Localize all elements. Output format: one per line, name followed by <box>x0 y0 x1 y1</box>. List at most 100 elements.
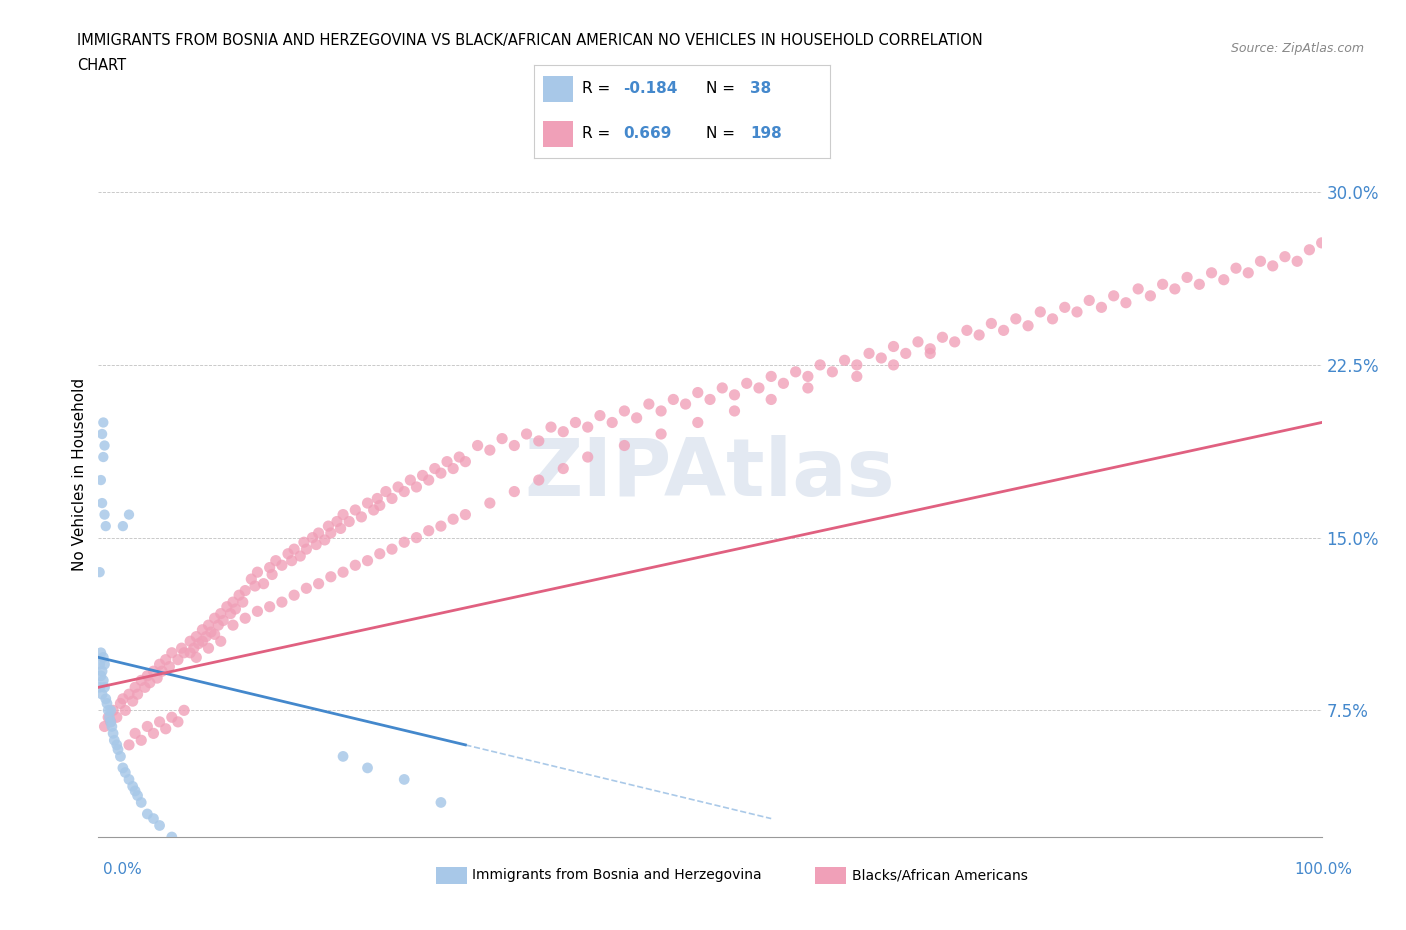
Point <box>368 546 391 561</box>
Point <box>127 686 149 701</box>
Point <box>1053 299 1076 314</box>
Point <box>295 541 318 556</box>
Point <box>423 461 446 476</box>
Point <box>329 521 352 536</box>
Text: N =: N = <box>706 81 734 97</box>
Point <box>150 664 173 679</box>
Point <box>111 519 134 534</box>
Point <box>1188 277 1211 292</box>
Point <box>167 652 190 667</box>
Point <box>821 365 844 379</box>
Point <box>114 703 136 718</box>
Point <box>246 565 269 579</box>
Point <box>503 438 526 453</box>
Point <box>111 761 134 776</box>
Point <box>392 535 416 550</box>
Point <box>124 680 146 695</box>
Text: 100.0%: 100.0% <box>1295 862 1353 877</box>
Point <box>1175 270 1198 285</box>
Point <box>858 346 880 361</box>
Point <box>191 634 214 649</box>
Point <box>97 710 120 724</box>
Point <box>149 818 172 833</box>
Point <box>91 673 114 688</box>
Point <box>197 618 219 632</box>
Point <box>381 491 404 506</box>
Text: ZIPAtlas: ZIPAtlas <box>524 435 896 513</box>
Point <box>515 427 537 442</box>
Point <box>1164 282 1187 297</box>
Point <box>301 530 323 545</box>
Point <box>1102 288 1125 303</box>
Point <box>212 613 235 628</box>
Point <box>262 567 284 582</box>
Point <box>454 454 477 469</box>
Point <box>449 449 471 464</box>
Point <box>233 611 256 626</box>
Point <box>527 433 550 448</box>
Point <box>931 330 953 345</box>
Point <box>259 560 281 575</box>
Point <box>943 335 966 350</box>
Point <box>1225 260 1247 275</box>
Point <box>1298 243 1320 258</box>
Point <box>332 507 354 522</box>
Point <box>980 316 1002 331</box>
Point <box>127 788 149 803</box>
Point <box>1310 235 1333 250</box>
Point <box>308 577 330 591</box>
Point <box>100 714 122 729</box>
Point <box>160 645 183 660</box>
Point <box>576 449 599 464</box>
Point <box>1274 249 1296 264</box>
Point <box>883 339 905 354</box>
Point <box>100 703 122 718</box>
Text: -0.184: -0.184 <box>623 81 678 97</box>
Point <box>146 671 169 685</box>
Point <box>436 454 458 469</box>
Point <box>441 512 464 526</box>
Point <box>134 680 156 695</box>
Point <box>326 514 349 529</box>
Point <box>430 466 453 481</box>
Point <box>564 415 586 430</box>
Point <box>441 461 464 476</box>
Point <box>280 553 302 568</box>
Point <box>149 657 172 671</box>
Point <box>344 558 367 573</box>
Point <box>179 645 201 660</box>
Point <box>761 369 783 384</box>
Point <box>121 694 143 709</box>
Point <box>314 533 336 548</box>
Point <box>430 519 453 534</box>
Point <box>1152 277 1174 292</box>
Point <box>405 530 427 545</box>
Point <box>366 491 388 506</box>
Point <box>845 357 868 372</box>
FancyBboxPatch shape <box>543 121 572 147</box>
Point <box>576 419 599 434</box>
Point <box>1066 304 1088 319</box>
Text: IMMIGRANTS FROM BOSNIA AND HERZEGOVINA VS BLACK/AFRICAN AMERICAN NO VEHICLES IN : IMMIGRANTS FROM BOSNIA AND HERZEGOVINA V… <box>77 33 983 47</box>
Point <box>91 427 114 442</box>
Point <box>98 710 121 724</box>
Point <box>121 779 143 794</box>
Point <box>845 369 868 384</box>
Point <box>350 510 373 525</box>
Point <box>93 680 115 695</box>
Point <box>553 424 575 439</box>
Point <box>93 507 115 522</box>
Point <box>292 535 315 550</box>
Point <box>290 549 312 564</box>
Point <box>356 496 378 511</box>
Point <box>222 618 245 632</box>
Point <box>94 691 117 706</box>
Point <box>233 583 256 598</box>
Point <box>186 650 208 665</box>
Point <box>540 419 562 434</box>
Point <box>1115 296 1137 311</box>
Point <box>870 351 893 365</box>
Point <box>808 357 831 372</box>
Point <box>207 618 229 632</box>
Point <box>89 680 111 695</box>
